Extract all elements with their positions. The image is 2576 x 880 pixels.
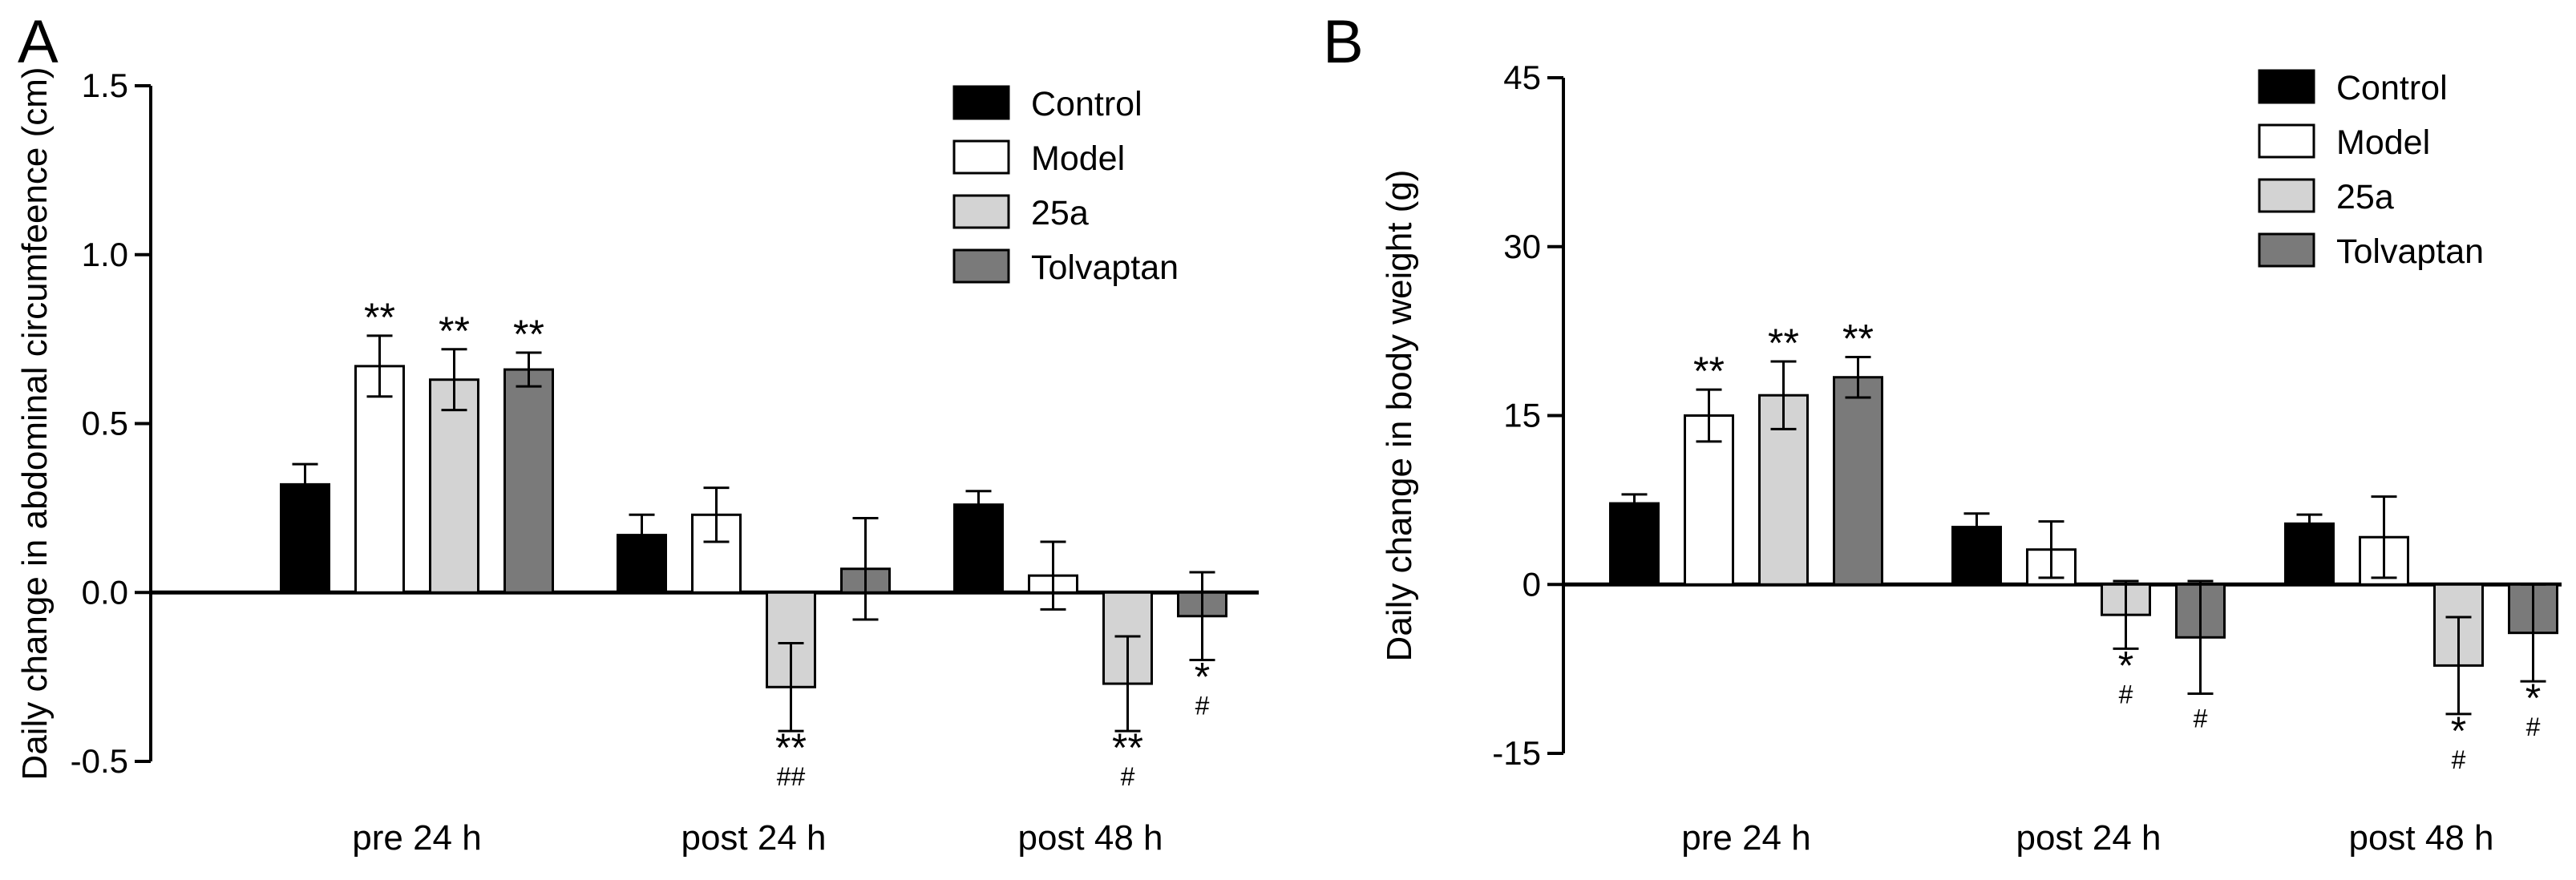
- significance-star: *: [1195, 655, 1210, 700]
- significance-hash: #: [2526, 712, 2541, 741]
- legend-swatch-model: [952, 139, 1010, 175]
- y-tick-label: 45: [1503, 59, 1541, 96]
- panel-b: B -15 0 15 30 45 Daily change in body weight (…: [1323, 8, 2562, 858]
- significance-star: *: [2118, 643, 2133, 688]
- significance-star: **: [1842, 316, 1874, 361]
- significance-star: **: [1693, 349, 1725, 394]
- legend-label: 25a: [2336, 178, 2394, 216]
- panel-a: A -0.5 0.0 0.5 1.0 1.5 Daily change in abdomin…: [15, 8, 1259, 858]
- bar-tolvaptan: [1833, 376, 1883, 586]
- bar-tolvaptan: [503, 368, 554, 594]
- x-category-label: pre 24 h: [352, 818, 481, 858]
- significance-star: *: [2451, 708, 2466, 753]
- legend-label: Model: [1031, 139, 1125, 178]
- significance-hash: #: [2119, 680, 2133, 708]
- legend-swatch-control: [952, 85, 1010, 120]
- y-tick-label: 0: [1523, 565, 1541, 603]
- bar-control: [1609, 502, 1660, 586]
- legend-label: Tolvaptan: [2336, 232, 2484, 271]
- x-category-label: pre 24 h: [1681, 818, 1810, 858]
- y-tick-label: 1.5: [82, 67, 128, 104]
- panel-letter: A: [18, 8, 59, 76]
- significance-star: **: [1112, 725, 1143, 770]
- y-tick-label: 30: [1503, 228, 1541, 265]
- significance-hash: ##: [777, 762, 806, 791]
- x-category-label: post 48 h: [1017, 818, 1163, 858]
- bar-model: [1684, 414, 1734, 586]
- y-tick-label: 0.0: [82, 573, 128, 611]
- legend-label: Control: [2336, 69, 2448, 107]
- significance-hash: #: [1195, 692, 1210, 721]
- panel-letter: B: [1323, 8, 1364, 76]
- bar-model: [354, 365, 405, 594]
- legend-swatch-control: [2258, 69, 2315, 104]
- y-tick-label: -0.5: [71, 742, 128, 780]
- y-axis-title: Daily change in body weight (g): [1380, 170, 1419, 662]
- x-category-label: post 24 h: [681, 818, 826, 858]
- legend-label: Control: [1031, 85, 1142, 123]
- legend-label: 25a: [1031, 194, 1089, 232]
- significance-star: **: [364, 295, 395, 340]
- significance-star: **: [513, 312, 544, 357]
- x-category-label: post 48 h: [2348, 818, 2493, 858]
- bar-25a: [429, 378, 479, 594]
- y-tick-label: -15: [1492, 734, 1541, 772]
- significance-star: **: [439, 309, 470, 353]
- y-tick-label: 15: [1503, 397, 1541, 434]
- legend-swatch-tolvaptan: [2258, 232, 2315, 268]
- significance-hash: #: [2452, 745, 2466, 774]
- significance-hash: #: [1121, 762, 1135, 791]
- legend-label: Tolvaptan: [1031, 248, 1179, 287]
- x-category-label: post 24 h: [2016, 818, 2161, 858]
- significance-hash: #: [2194, 704, 2208, 733]
- y-tick-label: 0.5: [82, 405, 128, 442]
- y-tick-label: 1.0: [82, 236, 128, 273]
- legend-label: Model: [2336, 123, 2430, 162]
- significance-star: *: [2525, 676, 2541, 721]
- significance-star: **: [775, 725, 807, 770]
- legend-swatch-25a: [2258, 178, 2315, 213]
- legend-swatch-25a: [952, 194, 1010, 229]
- legend-swatch-tolvaptan: [952, 248, 1010, 284]
- significance-star: **: [1768, 321, 1799, 365]
- legend-swatch-model: [2258, 123, 2315, 159]
- y-axis-title: Daily change in abdominal circumfeence (…: [15, 67, 55, 780]
